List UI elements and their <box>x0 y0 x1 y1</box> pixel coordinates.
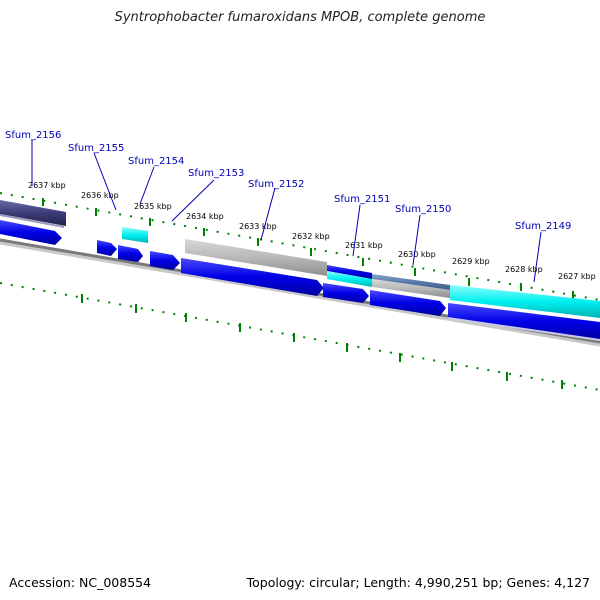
gene-label[interactable]: Sfum_2154 <box>128 156 184 167</box>
inner-major-ticks <box>81 294 563 389</box>
inner-tick-ruler <box>0 282 600 391</box>
tick-label: 2628 kbp <box>505 265 543 274</box>
gene-label[interactable]: Sfum_2155 <box>68 143 124 154</box>
tick-label: 2632 kbp <box>292 232 330 241</box>
gene-feature[interactable] <box>327 271 372 287</box>
gene-feature[interactable] <box>181 258 324 296</box>
gene-label[interactable]: Sfum_2156 <box>5 130 61 141</box>
gene-feature[interactable] <box>372 279 450 298</box>
gene-feature[interactable] <box>372 274 450 290</box>
label-leaders <box>31 140 542 283</box>
gene-feature[interactable] <box>448 303 600 340</box>
genome-summary-text: Topology: circular; Length: 4,990,251 bp… <box>246 575 590 590</box>
gene-feature[interactable] <box>97 240 117 256</box>
gene-feature[interactable] <box>118 245 143 262</box>
tick-ruler <box>0 192 600 301</box>
tick-label: 2629 kbp <box>452 257 490 266</box>
gene-label[interactable]: Sfum_2150 <box>395 204 451 215</box>
tick-label: 2634 kbp <box>186 212 224 221</box>
gene-feature[interactable] <box>122 227 148 243</box>
gene-feature[interactable] <box>450 285 600 318</box>
tick-label: 2636 kbp <box>81 191 119 200</box>
feature-shadow <box>447 317 600 341</box>
tick-label: 2627 kbp <box>558 272 596 281</box>
gene-feature[interactable] <box>327 265 372 279</box>
gene-feature[interactable] <box>185 239 327 276</box>
gene-label[interactable]: Sfum_2151 <box>334 194 390 205</box>
gene-feature[interactable] <box>0 214 64 228</box>
gene-feature[interactable] <box>323 283 369 303</box>
gene-feature[interactable] <box>370 290 446 316</box>
tick-label: 2635 kbp <box>134 202 172 211</box>
gene-label[interactable]: Sfum_2152 <box>248 179 304 190</box>
tick-label: 2631 kbp <box>345 241 383 250</box>
tick-label: 2633 kbp <box>239 222 277 231</box>
major-ticks <box>42 198 574 299</box>
tick-label: 2630 kbp <box>398 250 436 259</box>
map-title: Syntrophobacter fumaroxidans MPOB, compl… <box>114 10 486 25</box>
gene-label[interactable]: Sfum_2153 <box>188 168 244 179</box>
gene-label[interactable]: Sfum_2149 <box>515 221 571 232</box>
gene-feature[interactable] <box>0 220 62 245</box>
gene-feature[interactable] <box>150 251 180 270</box>
accession-text: Accession: NC_008554 <box>9 575 152 590</box>
tick-label: 2637 kbp <box>28 181 66 190</box>
gene-feature[interactable] <box>0 200 66 226</box>
